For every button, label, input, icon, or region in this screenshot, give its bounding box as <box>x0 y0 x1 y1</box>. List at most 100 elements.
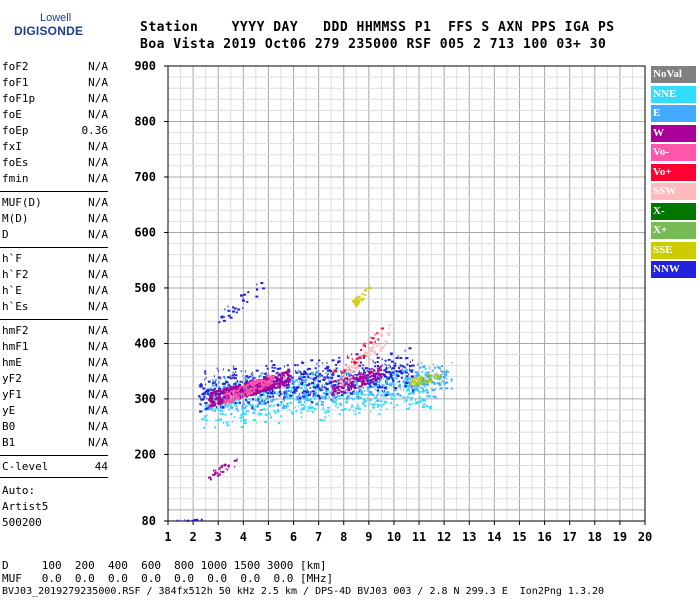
param-label: hmF2 <box>2 324 29 337</box>
data-point <box>371 380 373 383</box>
data-point <box>204 405 208 408</box>
data-point <box>363 369 366 372</box>
data-point <box>252 374 254 377</box>
data-point <box>373 350 376 353</box>
data-point <box>422 365 426 368</box>
x-tick-label: 12 <box>437 530 451 544</box>
data-point <box>236 408 239 411</box>
data-point <box>255 405 259 408</box>
data-point <box>372 406 376 409</box>
data-point <box>271 390 274 393</box>
data-point <box>247 389 250 392</box>
data-point <box>286 378 288 381</box>
data-point <box>338 397 341 400</box>
data-point <box>223 391 225 394</box>
data-point <box>276 398 278 401</box>
data-point <box>387 332 390 335</box>
data-point <box>214 426 217 429</box>
data-point <box>381 384 383 387</box>
separator <box>0 477 108 478</box>
data-point <box>298 392 300 395</box>
data-point <box>358 364 362 367</box>
data-point <box>241 381 243 384</box>
data-point <box>275 372 278 375</box>
data-point <box>246 384 248 387</box>
data-point <box>249 388 253 391</box>
data-point <box>409 368 411 371</box>
data-point <box>389 375 391 378</box>
data-point <box>227 384 230 387</box>
data-point <box>404 380 408 383</box>
data-point <box>260 379 264 382</box>
data-point <box>230 403 233 406</box>
data-point <box>361 364 364 367</box>
data-point <box>233 307 237 310</box>
data-point <box>429 407 433 410</box>
data-point <box>226 424 230 427</box>
data-point <box>209 395 213 398</box>
data-point <box>213 375 215 378</box>
data-point <box>340 383 344 386</box>
data-point <box>374 381 377 384</box>
data-point <box>215 381 217 384</box>
data-point <box>393 389 397 392</box>
data-point <box>415 374 418 377</box>
data-point <box>443 371 446 374</box>
data-point <box>381 404 384 407</box>
data-point <box>308 383 311 386</box>
data-point <box>286 379 288 382</box>
data-point <box>279 367 282 370</box>
data-point <box>243 419 247 422</box>
data-point <box>435 372 437 375</box>
data-point <box>247 381 250 384</box>
data-point <box>358 411 361 414</box>
data-point <box>434 387 436 390</box>
data-point <box>279 388 281 391</box>
data-point <box>264 402 267 405</box>
data-point <box>379 378 381 381</box>
data-point <box>227 465 229 468</box>
data-point <box>280 393 283 396</box>
data-point <box>451 361 453 364</box>
data-point <box>397 370 400 373</box>
data-point <box>210 397 214 400</box>
data-point <box>275 382 279 385</box>
data-point <box>361 376 364 379</box>
data-point <box>377 369 380 372</box>
data-point <box>334 380 337 383</box>
data-point <box>221 401 225 404</box>
data-point <box>352 390 355 393</box>
data-point <box>406 407 410 410</box>
data-point <box>354 302 358 305</box>
data-point <box>307 393 311 396</box>
data-point <box>293 390 296 393</box>
data-point <box>211 392 215 395</box>
header-line-2: Boa Vista 2019 Oct06 279 235000 RSF 005 … <box>140 37 607 52</box>
data-point <box>239 397 242 400</box>
data-point <box>353 387 357 390</box>
data-point <box>330 391 333 394</box>
data-point <box>323 376 325 379</box>
data-point <box>220 412 224 415</box>
data-point <box>385 367 388 370</box>
data-point <box>240 392 243 395</box>
data-point <box>353 369 356 372</box>
data-point <box>440 381 442 384</box>
data-point <box>277 404 280 407</box>
param-value: N/A <box>88 404 108 417</box>
data-point <box>372 346 375 349</box>
data-point <box>271 403 273 406</box>
data-point <box>352 375 355 378</box>
data-point <box>441 370 443 373</box>
data-point <box>342 379 346 382</box>
data-point <box>341 408 345 411</box>
data-point <box>268 379 272 382</box>
data-point <box>391 381 394 384</box>
data-point <box>355 366 357 369</box>
data-point <box>250 394 253 397</box>
data-point <box>313 407 317 410</box>
data-point <box>347 377 350 380</box>
data-point <box>269 376 272 379</box>
data-point <box>279 384 282 387</box>
data-point <box>332 389 334 392</box>
